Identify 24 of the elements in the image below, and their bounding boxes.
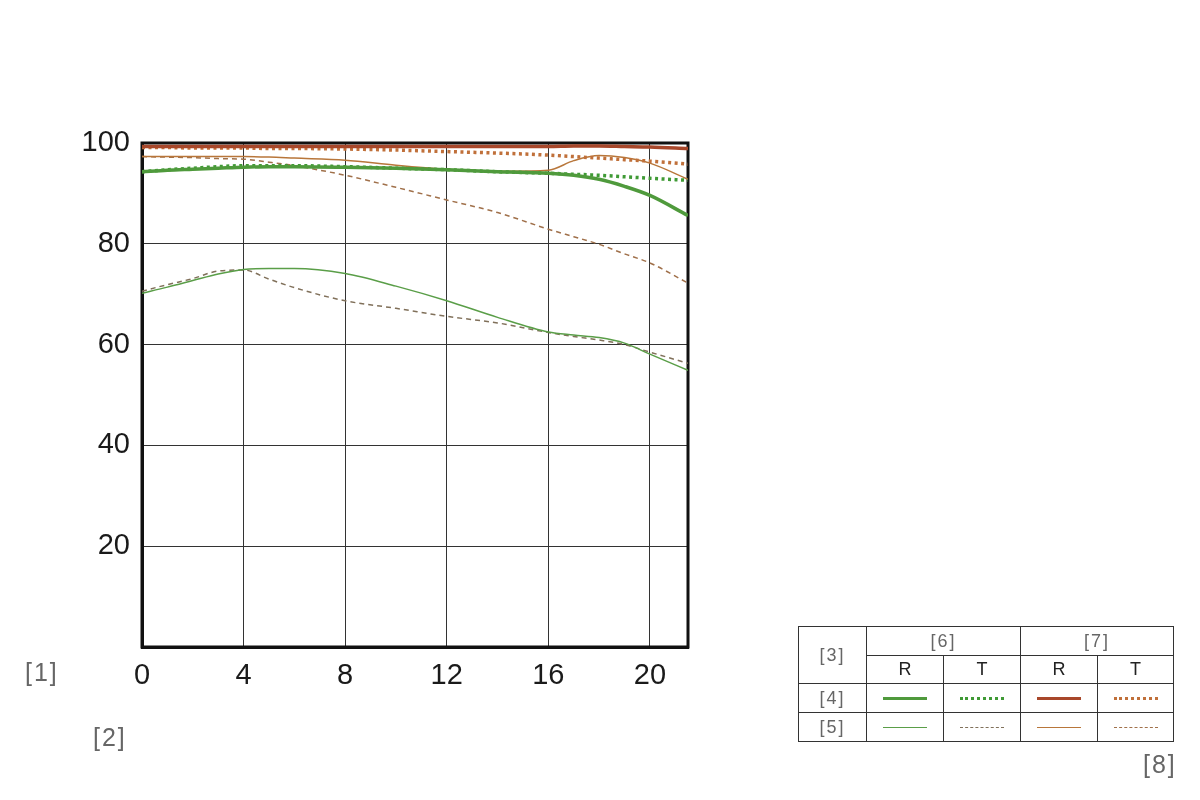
text: T xyxy=(943,655,1021,684)
text: T xyxy=(1097,655,1174,684)
text: [8] xyxy=(1143,750,1177,778)
text: R xyxy=(866,655,944,684)
text: [6] xyxy=(866,626,1021,656)
line-series xyxy=(142,164,688,218)
text: [5] xyxy=(798,712,867,742)
text: R xyxy=(1020,655,1098,684)
y-tick-label: 100 xyxy=(81,125,130,157)
x-tick-label: 4 xyxy=(235,658,252,691)
text: [4] xyxy=(798,683,867,713)
y-tick-label: 60 xyxy=(97,326,130,359)
x-tick-label: 12 xyxy=(430,658,463,691)
x-tick-label: 8 xyxy=(337,658,354,691)
text: [7] xyxy=(1020,626,1174,656)
x-tick-label: 16 xyxy=(532,658,565,691)
y-tick-label: 40 xyxy=(97,427,130,460)
x-tick-label: 0 xyxy=(133,658,151,691)
text: [1] xyxy=(25,658,59,686)
x-tick-label: 20 xyxy=(633,658,667,691)
y-tick-label: 80 xyxy=(97,225,130,258)
y-tick-label: 20 xyxy=(97,528,130,561)
text: [2] xyxy=(93,723,127,751)
legend-title: [3] xyxy=(798,626,867,684)
